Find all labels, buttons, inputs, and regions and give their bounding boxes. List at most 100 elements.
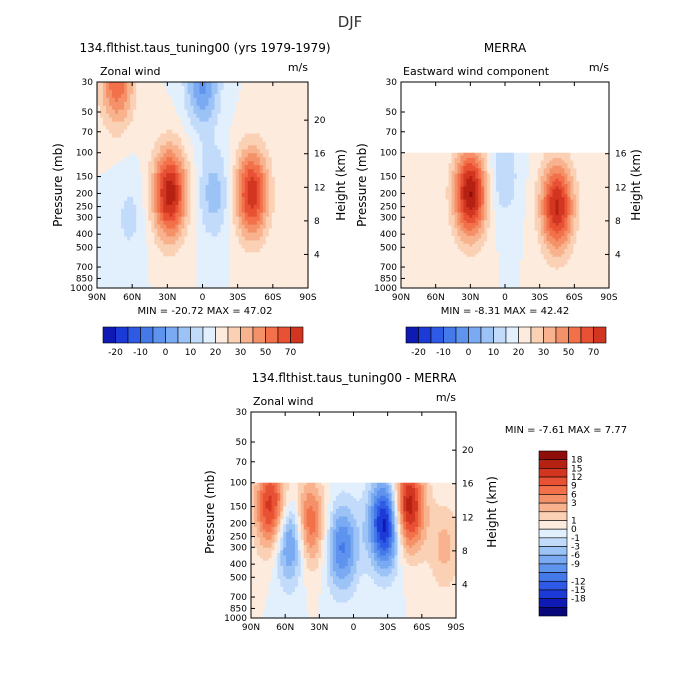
contour-cell xyxy=(109,145,113,150)
contour-cell xyxy=(118,268,122,273)
contour-cell xyxy=(205,196,210,202)
contour-cell xyxy=(154,236,158,242)
contour-cell xyxy=(121,125,125,131)
contour-cell xyxy=(271,173,276,178)
contour-cell xyxy=(130,204,134,210)
contour-cell xyxy=(151,192,155,198)
contour-cell xyxy=(181,240,186,246)
contour-cell xyxy=(139,177,143,182)
contour-cell xyxy=(175,85,179,91)
contour-cell xyxy=(112,169,116,174)
contour-cell xyxy=(238,192,243,198)
contour-cell xyxy=(100,145,104,150)
contour-cell xyxy=(181,236,186,242)
contour-cell xyxy=(103,149,107,154)
contour-cell xyxy=(172,220,176,226)
contour-cell xyxy=(175,82,179,87)
contour-cell xyxy=(175,220,179,226)
contour-cell xyxy=(124,196,128,202)
contour-cell xyxy=(205,244,210,249)
contour-cell xyxy=(280,268,285,273)
contour-cell xyxy=(142,105,146,111)
contour-cell xyxy=(214,145,219,150)
contour-cell xyxy=(292,236,297,242)
contour-cell xyxy=(172,232,176,238)
contour-cell xyxy=(205,256,210,261)
contour-cell xyxy=(115,85,119,91)
contour-cell xyxy=(247,264,252,269)
contour-cell xyxy=(214,141,219,146)
contour-cell xyxy=(220,224,225,230)
contour-cell xyxy=(247,192,252,198)
contour-cell xyxy=(175,137,179,143)
colorbar-swatch xyxy=(177,326,191,344)
contour-cell xyxy=(301,117,306,123)
contour-cell xyxy=(214,109,219,115)
contour-cell xyxy=(241,204,246,210)
contour-cell xyxy=(265,105,270,111)
contour-cell xyxy=(166,121,170,127)
contour-cell xyxy=(118,89,122,95)
contour-cell xyxy=(298,264,303,269)
contour-cell xyxy=(247,141,252,146)
contour-cell xyxy=(145,268,149,273)
contour-cell xyxy=(187,109,192,115)
contour-cell xyxy=(100,212,104,218)
contour-cell xyxy=(262,272,267,277)
contour-cell xyxy=(178,204,182,210)
contour-cell xyxy=(259,240,264,246)
contour-cell xyxy=(172,129,176,135)
contour-cell xyxy=(274,153,279,158)
contour-cell xyxy=(259,248,264,253)
contour-cell xyxy=(211,216,216,222)
contour-cell xyxy=(238,244,243,249)
contour-cell xyxy=(286,248,291,253)
contour-cell xyxy=(265,177,270,182)
contour-cell xyxy=(301,177,306,182)
contour-cell xyxy=(247,137,252,143)
contour-cell xyxy=(163,276,167,281)
contour-cell xyxy=(214,82,219,87)
contour-cell xyxy=(286,252,291,257)
contour-cell xyxy=(301,157,306,162)
contour-cell xyxy=(196,204,201,210)
contour-cell xyxy=(148,85,152,91)
contour-cell xyxy=(229,196,234,202)
contour-cell xyxy=(196,109,201,115)
contour-cell xyxy=(115,121,119,127)
contour-cell xyxy=(187,220,192,226)
contour-cell xyxy=(160,129,164,135)
contour-cell xyxy=(205,82,210,87)
contour-cell xyxy=(187,85,192,91)
contour-cell xyxy=(103,121,107,127)
contour-cell xyxy=(139,192,143,198)
contour-cell xyxy=(103,224,107,230)
contour-cell xyxy=(241,200,246,206)
contour-cell xyxy=(247,145,252,150)
contour-cell xyxy=(103,200,107,206)
contour-cell xyxy=(178,161,182,166)
contour-cell xyxy=(151,85,155,91)
contour-cell xyxy=(157,109,161,115)
contour-cell xyxy=(280,200,285,206)
contour-cell xyxy=(292,89,297,95)
contour-cell xyxy=(238,169,243,174)
contour-cell xyxy=(250,185,255,190)
contour-cell xyxy=(187,133,192,139)
contour-cell xyxy=(160,252,164,257)
contour-cell xyxy=(112,101,116,107)
contour-cell xyxy=(169,188,173,194)
contour-cell xyxy=(292,224,297,230)
contour-cell xyxy=(289,228,294,234)
contour-cell xyxy=(109,204,113,210)
contour-cell xyxy=(238,105,243,111)
colorbar-label: 50 xyxy=(260,348,272,358)
contour-cell xyxy=(283,82,288,87)
contour-cell xyxy=(112,200,116,206)
contour-cell xyxy=(283,232,288,238)
contour-cell xyxy=(250,232,255,238)
contour-cell xyxy=(190,248,195,253)
contour-cell xyxy=(142,141,146,146)
contour-cell xyxy=(301,272,306,277)
contour-cell xyxy=(157,161,161,166)
